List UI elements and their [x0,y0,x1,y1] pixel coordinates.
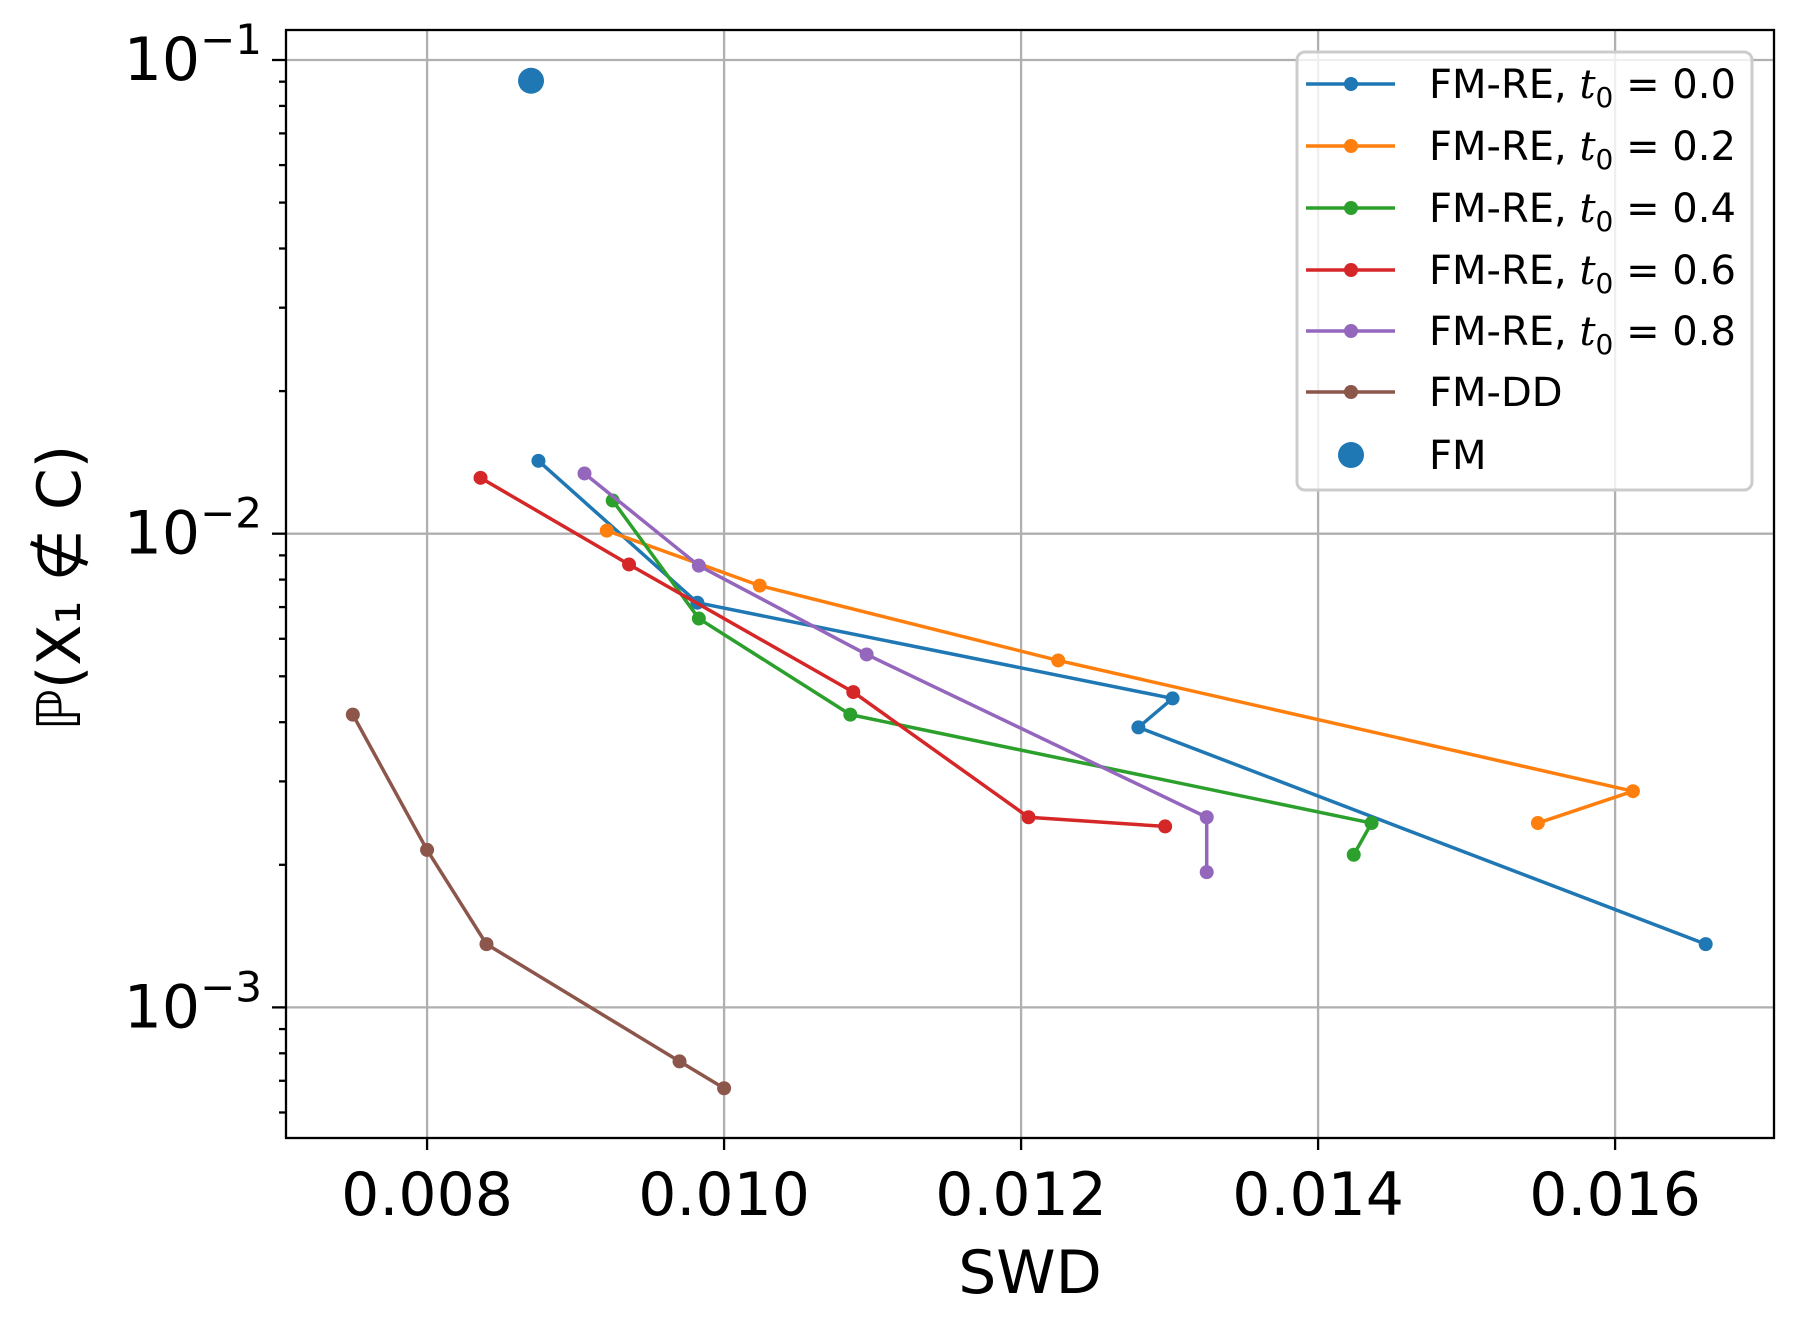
y-axis-label: ℙ(X₁ ∉ C) [25,445,95,731]
series-line [611,499,1374,856]
data-point [1199,865,1214,880]
legend-marker-swatch [1344,385,1358,399]
x-tick-label: 0.010 [638,1160,810,1230]
data-point [1165,691,1180,706]
data-point [691,558,706,573]
x-tick-label: 0.014 [1232,1160,1404,1230]
series-line [479,476,1166,829]
series-fm-re-t0-0-0 [531,453,1713,952]
legend-marker-swatch [1344,263,1358,277]
data-point [1346,847,1361,862]
legend-label: FM-RE, t0 = 0.0 [1429,62,1736,114]
data-point [473,470,488,485]
data-point [717,1081,732,1096]
data-point [1698,937,1713,952]
y-tick-label: 10−3 [124,962,262,1042]
data-point [859,647,874,662]
legend: FM-RE, t0 = 0.0 FM-RE, t0 = 0.2 FM-RE, t0 … [1295,50,1754,492]
legend-item: FM-DD [1306,370,1563,416]
data-point [846,685,861,700]
legend-label: FM-RE, t0 = 0.4 [1429,186,1736,238]
axes-border [284,28,1776,1140]
legend-item: FM-RE, t0 = 0.0 [1306,62,1736,114]
y-tick-label: 10−2 [124,489,262,569]
data-point [420,842,435,857]
legend-label: FM-DD [1429,370,1563,416]
legend-marker-swatch [1344,324,1358,338]
x-axis-ticks: 0.008 0.010 0.012 0.014 0.016 [341,1138,1701,1230]
legend-label: FM [1429,433,1487,479]
data-point [752,578,767,593]
legend-item: FM-RE, t0 = 0.2 [1306,124,1736,176]
legend-box [1295,50,1754,492]
legend-item: FM [1338,433,1487,479]
data-point [599,523,614,538]
series-line [606,528,1635,825]
data-point [1158,819,1173,834]
data-point [1530,816,1545,831]
y-axis-ticks: 10−3 10−2 10−1 [124,15,286,1114]
data-point [672,1054,687,1069]
legend-item: FM-RE, t0 = 0.8 [1306,309,1736,361]
y-tick-label: 10−1 [124,15,262,95]
data-point [1021,810,1036,825]
x-tick-label: 0.012 [935,1160,1107,1230]
data-point [1364,816,1379,831]
legend-marker-swatch [1338,442,1364,468]
series-fm-dd [345,707,732,1096]
series-fm-re-t0-0-2 [599,523,1640,831]
legend-label: FM-RE, t0 = 0.2 [1429,124,1736,176]
data-point [622,557,637,572]
legend-marker-swatch [1344,201,1358,215]
series-line [351,713,725,1090]
legend-item: FM-RE, t0 = 0.6 [1306,248,1736,300]
legend-item: FM-RE, t0 = 0.4 [1306,186,1736,238]
data-point [1199,810,1214,825]
data-point [518,67,545,94]
plot-series [345,67,1713,1096]
data-point [577,466,592,481]
data-point [531,453,546,468]
legend-marker-swatch [1344,77,1358,91]
data-point [691,611,706,626]
data-point [843,707,858,722]
series-fm-re-t0-0-4 [605,493,1379,862]
legend-label: FM-RE, t0 = 0.8 [1429,309,1736,361]
axes-frame [284,28,1776,1140]
legend-label: FM-RE, t0 = 0.6 [1429,248,1736,300]
series-fm [518,67,545,94]
x-tick-label: 0.008 [341,1160,513,1230]
data-point [345,707,360,722]
data-point [1625,784,1640,799]
data-point [1131,720,1146,735]
series-fm-re-t0-0-8 [577,466,1214,880]
x-axis-label: SWD [958,1238,1102,1308]
legend-marker-swatch [1344,139,1358,153]
data-point [1051,653,1066,668]
series-fm-re-t0-0-6 [473,470,1173,834]
data-point [479,937,494,952]
x-tick-label: 0.016 [1529,1160,1701,1230]
